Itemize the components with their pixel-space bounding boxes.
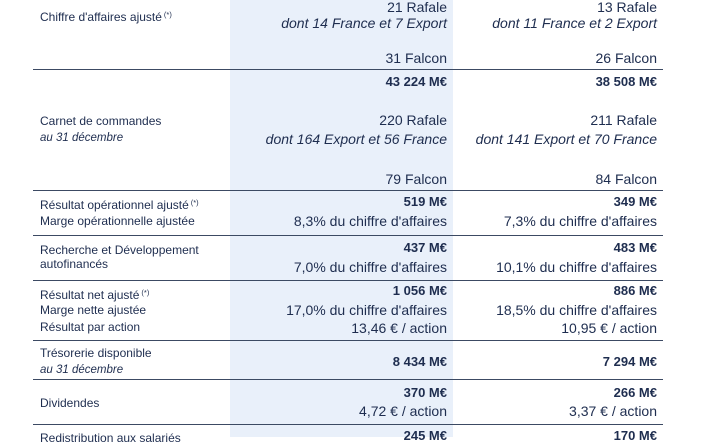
dividends-y2: 266 M€	[613, 385, 657, 400]
dividends-per-share-y2: 3,37 € / action	[569, 403, 657, 419]
rd-y1-value: 437 M€	[403, 240, 447, 255]
rd-y2-pct: 10,1% du chiffre d'affaires	[496, 259, 657, 275]
rd-label: Recherche et Développement	[40, 243, 199, 257]
operating-income-label: Résultat opérationnel ajusté (*)	[40, 198, 199, 212]
net-margin-y1: 17,0% du chiffre d'affaires	[286, 302, 447, 318]
highlighted-year-column	[230, 0, 453, 437]
eps-y2: 10,95 € / action	[561, 320, 657, 336]
footnote-marker: (*)	[190, 198, 199, 207]
backlog-y1-falcon: 79 Falcon	[385, 171, 447, 187]
net-income-label: Résultat net ajusté (*)	[40, 288, 150, 302]
backlog-y2-detail: dont 141 Export et 70 France	[475, 131, 657, 147]
revenue-y2-detail: dont 11 France et 2 Export	[492, 15, 657, 31]
operating-income-y1: 519 M€	[403, 194, 447, 209]
employee-redistribution-y2: 170 M€	[613, 428, 657, 443]
divider	[33, 190, 663, 191]
net-margin-label: Marge nette ajustée	[40, 303, 147, 317]
operating-margin-y1: 8,3% du chiffre d'affaires	[293, 213, 447, 229]
revenue-y1-falcon: 31 Falcon	[385, 50, 447, 66]
backlog-y2-falcon: 84 Falcon	[595, 171, 657, 187]
cash-date: au 31 décembre	[40, 364, 124, 376]
backlog-label: Carnet de commandes	[40, 114, 162, 128]
revenue-label: Chiffre d'affaires ajusté (*)	[40, 10, 172, 24]
operating-income-y2: 349 M€	[613, 194, 657, 209]
operating-margin-label: Marge opérationnelle ajustée	[40, 214, 195, 228]
net-income-y1: 1 056 M€	[392, 283, 447, 298]
employee-redistribution-y1: 245 M€	[403, 428, 447, 443]
cash-y2: 7 294 M€	[602, 354, 657, 369]
revenue-y2-rafale: 13 Rafale	[597, 0, 657, 15]
rd-label-line2: autofinancés	[40, 257, 109, 271]
revenue-y1-detail: dont 14 France et 7 Export	[281, 15, 447, 31]
net-income-y2: 886 M€	[613, 283, 657, 298]
eps-label: Résultat par action	[40, 320, 141, 334]
dividends-y1: 370 M€	[403, 385, 447, 400]
employee-redistribution-label: Redistribution aux salariés	[40, 431, 181, 445]
rd-y1-pct: 7,0% du chiffre d'affaires	[293, 259, 447, 275]
net-margin-y2: 18,5% du chiffre d'affaires	[496, 302, 657, 318]
backlog-y1-rafale: 220 Rafale	[379, 112, 447, 128]
divider	[33, 69, 663, 70]
revenue-y2-falcon: 26 Falcon	[595, 50, 657, 66]
backlog-date: au 31 décembre	[40, 132, 124, 144]
divider	[33, 424, 663, 425]
footnote-marker: (*)	[163, 10, 172, 19]
divider	[33, 340, 663, 341]
rd-y2-value: 483 M€	[613, 240, 657, 255]
cash-label: Trésorerie disponible	[40, 346, 152, 360]
revenue-y1-total: 43 224 M€	[385, 74, 447, 89]
dividends-per-share-y1: 4,72 € / action	[359, 403, 447, 419]
backlog-y2-rafale: 211 Rafale	[590, 112, 657, 128]
footnote-marker: (*)	[141, 288, 150, 297]
revenue-y2-total: 38 508 M€	[595, 74, 657, 89]
divider	[33, 379, 663, 380]
cash-y1: 8 434 M€	[392, 354, 447, 369]
backlog-y1-detail: dont 164 Export et 56 France	[265, 131, 447, 147]
operating-margin-y2: 7,3% du chiffre d'affaires	[503, 213, 657, 229]
divider	[33, 280, 663, 281]
dividends-label: Dividendes	[40, 396, 100, 410]
eps-y1: 13,46 € / action	[351, 320, 447, 336]
revenue-y1-rafale: 21 Rafale	[387, 0, 447, 15]
divider	[33, 235, 663, 236]
